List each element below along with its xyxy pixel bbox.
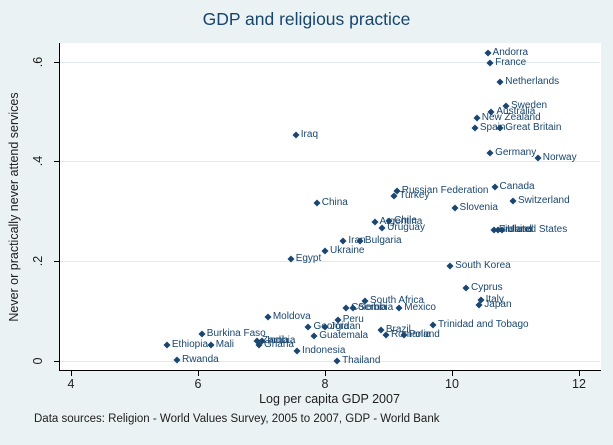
data-point-label: Zambia [262, 334, 296, 346]
data-point-label: Burkina Faso [206, 327, 266, 339]
data-point-label: Netherlands [505, 76, 560, 88]
data-point-label: Argentina [379, 216, 423, 228]
y-tickmark [54, 360, 59, 362]
data-point-label: Australia [496, 105, 536, 117]
data-point-label: Uruguay [387, 222, 425, 234]
x-tick-label: 12 [572, 377, 586, 391]
x-tick-label: 8 [321, 377, 329, 391]
y-tick-label: .2 [31, 255, 45, 267]
x-tick-label: 6 [194, 377, 202, 391]
x-tick-label: 10 [445, 377, 459, 391]
data-point-label: Indonesia [302, 344, 346, 356]
x-tick-label: 4 [67, 377, 75, 391]
data-point-label: Turkey [399, 189, 430, 201]
data-point-label: Andorra [492, 46, 529, 58]
data-point-label: Rwanda [182, 353, 219, 365]
data-point-label: Ukraine [330, 244, 365, 256]
plot-area [59, 43, 601, 371]
data-point-label: France [495, 56, 527, 68]
y-tick-label: .4 [31, 155, 45, 167]
data-point-label: Iraq [300, 129, 319, 141]
data-point-label: India [267, 334, 289, 346]
data-point-label: Serbia [357, 301, 387, 313]
data-point-label: Ethiopia [171, 338, 209, 350]
y-gridline [60, 161, 600, 163]
data-point-label: Trinidad and Tobago [437, 318, 529, 330]
x-tickmark [325, 371, 326, 376]
data-point-label: China [321, 196, 348, 208]
y-tickmark [54, 61, 59, 63]
data-point-label: Poland [408, 328, 440, 340]
y-tick-label: 0 [31, 357, 45, 364]
data-point-label: Japan [484, 298, 512, 310]
data-point-label: Finland [498, 223, 532, 235]
data-point-label: Moldova [272, 310, 311, 322]
y-gridline [60, 61, 600, 63]
data-point-label: Romania [390, 328, 431, 340]
y-gridline [60, 260, 600, 262]
data-point-label: Iran [348, 234, 366, 246]
y-axis-title: Never or practically never attend servic… [7, 92, 21, 322]
data-point-label: Cyprus [470, 281, 503, 293]
data-point-label: Switzerland [517, 194, 570, 206]
data-point-label: Mexico [404, 301, 436, 313]
y-tickmark [54, 161, 59, 163]
chart-title: GDP and religious practice [202, 9, 411, 29]
y-gridline [60, 360, 600, 362]
x-axis-title: Log per capita GDP 2007 [259, 392, 400, 406]
x-tickmark [71, 371, 72, 376]
data-point-label: Jordan [330, 320, 361, 332]
data-point-label: Sweden [510, 99, 548, 111]
data-point-label: Chile [394, 215, 417, 227]
data-point-label: Georgia [313, 320, 350, 332]
data-point-label: Slovenia [459, 201, 498, 213]
data-point-label: Brazil [385, 323, 411, 335]
x-tickmark [579, 371, 580, 376]
data-point-label: Canada [499, 180, 535, 192]
data-point-label: Russian Federation [401, 184, 489, 196]
data-point-label: Bulgaria [364, 234, 402, 246]
data-point-label: Peru [342, 313, 364, 325]
x-tickmark [452, 371, 453, 376]
data-point-label: Ireland [502, 223, 534, 235]
data-point-label: Colombia [350, 301, 394, 313]
data-point-label: New Zealand [481, 112, 541, 124]
data-point-label: Spain [479, 121, 506, 133]
data-point-label: Thailand [342, 354, 381, 366]
data-sources-caption: Data sources: Religion - World Values Su… [34, 413, 440, 425]
data-point-label: Egypt [295, 252, 322, 264]
data-point-label: South Korea [455, 259, 511, 271]
data-point-label: Italy [485, 293, 504, 305]
data-point-label: Great Britain [505, 121, 562, 133]
data-point-label: Ghana [263, 338, 294, 350]
y-tickmark [54, 260, 59, 262]
data-point-label: Mali [215, 338, 235, 350]
y-tick-label: .6 [31, 56, 45, 67]
data-point-label: Guatemala [319, 329, 369, 341]
data-point-label: Norway [542, 151, 577, 163]
data-point-label: Germany [495, 146, 537, 158]
data-point-label: United States [507, 223, 568, 235]
data-point-label: South Africa [370, 294, 424, 306]
x-tickmark [198, 371, 199, 376]
